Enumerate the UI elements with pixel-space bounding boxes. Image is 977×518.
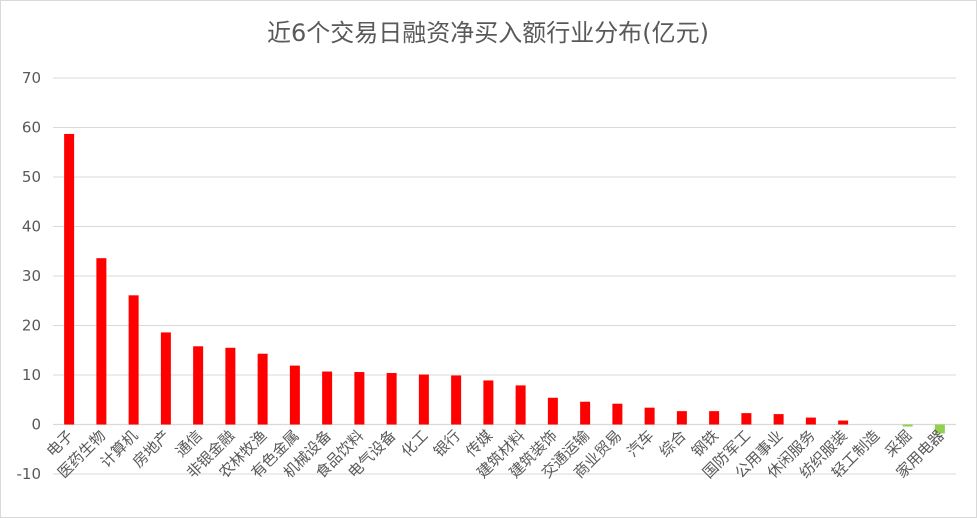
bar: [193, 346, 204, 425]
bar: [612, 403, 623, 425]
bar: [515, 385, 526, 425]
y-tick-label: 30: [22, 267, 41, 285]
bar: [322, 371, 333, 425]
bar: [934, 424, 945, 434]
bar: [418, 374, 429, 425]
bar: [257, 353, 268, 425]
bar: [128, 295, 139, 425]
bar: [709, 411, 720, 425]
y-axis-ticks: -10 0 10 20 30 40 50 60 70: [17, 69, 42, 483]
y-tick-label: 40: [22, 218, 41, 236]
x-tick-label: 化工: [398, 427, 432, 461]
bar: [741, 413, 752, 425]
bar: [160, 332, 171, 425]
bar: [289, 365, 300, 425]
bar: [354, 372, 365, 425]
bar: [547, 397, 558, 425]
bar: [225, 347, 236, 425]
bar: [64, 133, 75, 425]
bar: [451, 375, 462, 425]
bar: [580, 401, 591, 425]
bar: [676, 411, 687, 425]
bar: [644, 407, 655, 425]
x-tick-label: 综合: [656, 427, 690, 461]
x-axis-labels: 电子医药生物计算机房地产通信非银金融农林牧渔有色金属机械设备食品饮料电气设备化工…: [43, 427, 948, 482]
bar: [805, 417, 816, 425]
y-tick-label: 70: [22, 69, 41, 87]
y-tick-label: 0: [31, 416, 41, 434]
bar: [838, 420, 849, 425]
x-tick-label: 汽车: [624, 427, 658, 461]
bars: [64, 133, 945, 434]
y-tick-label: 60: [22, 119, 41, 137]
bar: [386, 373, 397, 425]
y-tick-label: 10: [22, 366, 41, 384]
y-tick-label: -10: [17, 465, 42, 483]
x-tick-label: 银行: [430, 427, 464, 461]
bar: [483, 380, 494, 425]
bar: [773, 414, 784, 425]
y-tick-label: 20: [22, 317, 41, 335]
bar: [902, 424, 913, 427]
y-tick-label: 50: [22, 168, 41, 186]
chart-title: 近6个交易日融资净买入额行业分布(亿元): [267, 19, 709, 47]
gridlines: [53, 77, 956, 475]
x-tick-label: 房地产: [129, 427, 174, 472]
bar: [96, 258, 107, 425]
